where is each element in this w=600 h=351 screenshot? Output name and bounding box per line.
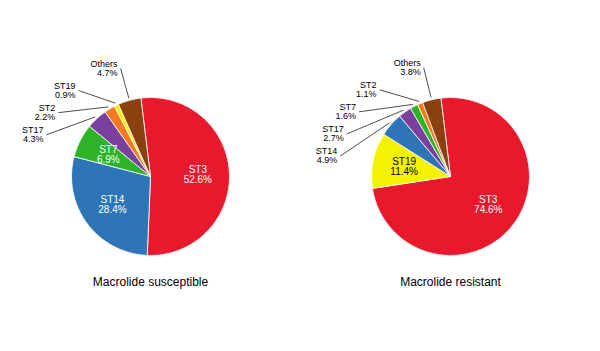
svg-text:ST374.6%: ST374.6% [474, 194, 502, 215]
svg-text:Others4.7%: Others4.7% [91, 58, 119, 77]
svg-text:ST174.3%: ST174.3% [22, 125, 44, 144]
svg-text:ST172.7%: ST172.7% [322, 124, 344, 143]
svg-text:ST22.2%: ST22.2% [35, 103, 56, 122]
svg-text:ST76.9%: ST76.9% [97, 144, 120, 165]
svg-text:ST190.9%: ST190.9% [54, 80, 76, 99]
svg-text:ST144.9%: ST144.9% [316, 146, 338, 165]
svg-text:ST352.6%: ST352.6% [184, 163, 212, 184]
svg-text:ST71.6%: ST71.6% [335, 102, 356, 121]
svg-text:Macrolide resistant: Macrolide resistant [400, 275, 501, 289]
svg-text:ST1428.4%: ST1428.4% [98, 193, 126, 214]
svg-text:Others3.8%: Others3.8% [394, 58, 422, 77]
svg-text:ST1911.4%: ST1911.4% [390, 156, 418, 177]
svg-text:ST21.1%: ST21.1% [356, 80, 377, 99]
svg-text:Macrolide susceptible: Macrolide susceptible [93, 275, 209, 289]
